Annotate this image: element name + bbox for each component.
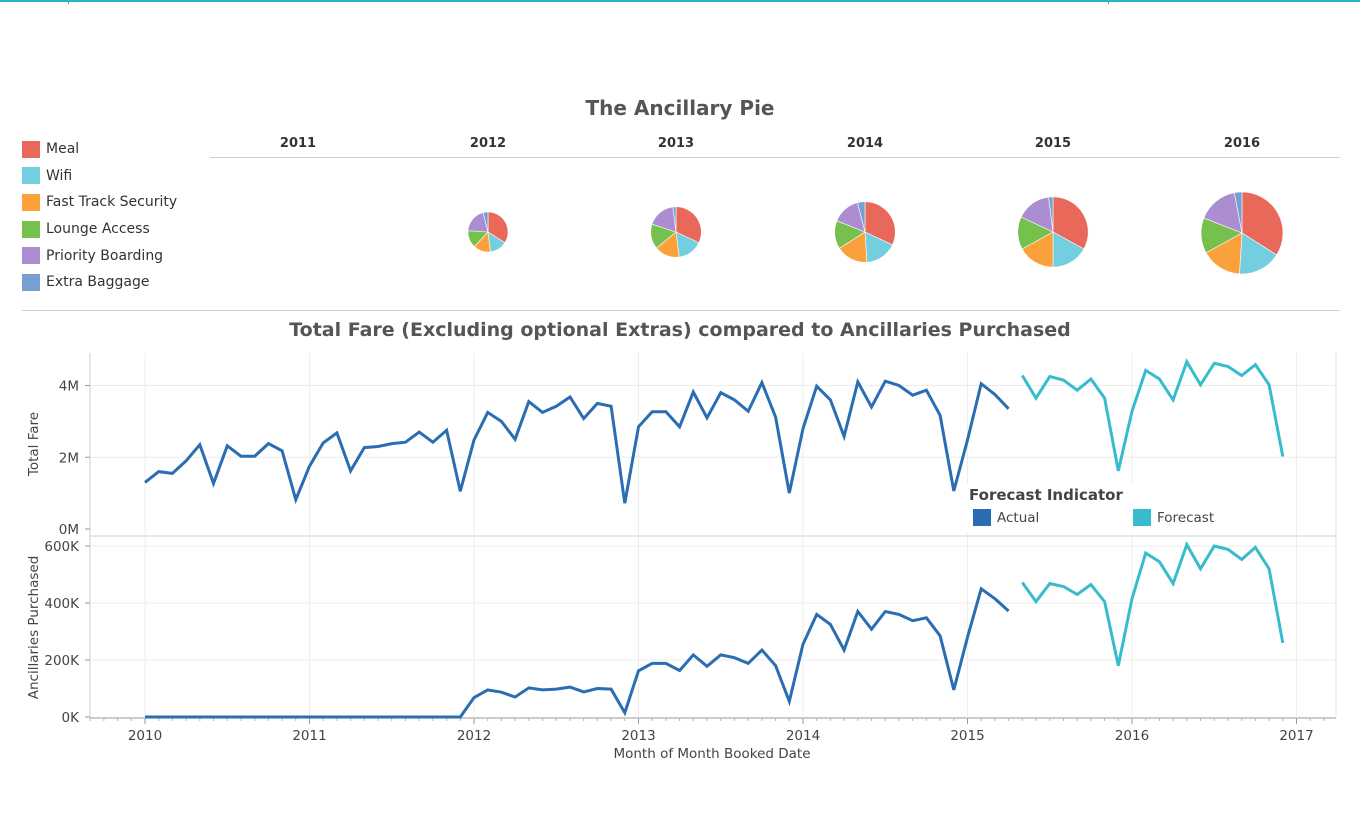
pie-slice-meal[interactable] (864, 201, 896, 246)
legend-label: Extra Baggage (46, 274, 150, 291)
legend-swatch (1133, 509, 1151, 526)
forecast-legend-item-forecast[interactable]: Forecast (1133, 509, 1214, 526)
x-tick-label: 2013 (621, 728, 655, 744)
series-line-forecast-ancillaries[interactable] (1021, 540, 1285, 667)
legend-swatch (22, 247, 40, 265)
line-section-title: Total Fare (Excluding optional Extras) c… (289, 319, 1071, 341)
pie-year-header: 2011 (279, 136, 317, 151)
top-tick-mark (68, 0, 69, 4)
legend-swatch (22, 167, 40, 185)
x-axis-title: Month of Month Booked Date (613, 746, 810, 762)
legend-item-meal[interactable]: Meal (22, 136, 177, 163)
pie-section-title: The Ancillary Pie (585, 96, 775, 120)
legend-item-priority-boarding[interactable]: Priority Boarding (22, 242, 177, 269)
series-line-forecast-total-fare[interactable] (1021, 358, 1285, 472)
pie-slice-extra-baggage[interactable] (857, 201, 866, 233)
legend-label: Forecast (1157, 509, 1215, 526)
x-tick-label: 2011 (292, 728, 326, 744)
forecast-legend-item-actual[interactable]: Actual (973, 509, 1039, 526)
x-tick-label: 2015 (950, 728, 984, 744)
section-divider (22, 310, 1340, 311)
y-tick-label: 0K (62, 710, 81, 726)
x-tick-label: 2014 (786, 728, 820, 744)
pie-slice-extra-baggage[interactable] (672, 206, 677, 233)
pie-slice-extra-baggage[interactable] (1048, 196, 1054, 233)
legend-label: Fast Track Security (46, 194, 178, 211)
legend-label: Wifi (46, 167, 73, 184)
pie-year-header: 2013 (657, 136, 695, 151)
forecast-legend-title: Forecast Indicator (969, 486, 1123, 504)
y-tick-label: 2M (59, 450, 79, 466)
pie-slice-extra-baggage[interactable] (482, 211, 489, 233)
legend-item-extra-baggage[interactable]: Extra Baggage (22, 269, 177, 296)
pie-year-header: 2012 (469, 136, 507, 151)
x-tick-label: 2010 (128, 728, 162, 744)
pie-year-header: 2015 (1034, 136, 1072, 151)
y-axis-title: Total Fare (26, 412, 42, 477)
pie-slice-meal[interactable] (675, 206, 702, 244)
series-line-actual-ancillaries[interactable] (145, 586, 1010, 719)
pie-header-divider (210, 157, 1340, 158)
y-tick-label: 200K (44, 653, 80, 669)
y-axis-title: Ancillaries Purchased (26, 556, 42, 700)
pie-charts (467, 191, 1284, 275)
top-accent-line (0, 0, 1360, 2)
top-tick-mark (1108, 0, 1109, 4)
x-tick-label: 2016 (1115, 728, 1149, 744)
legend-swatch (22, 193, 40, 211)
legend-swatch (22, 220, 40, 238)
legend-item-fast-track-security[interactable]: Fast Track Security (22, 189, 177, 216)
legend-label: Actual (997, 509, 1040, 526)
forecast-legend: Forecast Indicator Actual Forecast (964, 484, 1254, 532)
category-legend: Meal Wifi Fast Track Security Lounge Acc… (22, 136, 177, 296)
y-tick-label: 0M (59, 522, 79, 538)
pie-slice-meal[interactable] (1052, 196, 1089, 250)
line-charts: 2010 2011 2012 2013 2014 2015 2016 2017 Month of… (26, 353, 1337, 762)
legend-swatch (22, 140, 40, 158)
legend-label: Lounge Access (46, 221, 150, 238)
legend-swatch (973, 509, 991, 526)
pie-year-header: 2016 (1223, 136, 1261, 151)
y-tick-label: 4M (59, 379, 79, 395)
legend-swatch (22, 273, 40, 291)
pie-slice-extra-baggage[interactable] (1233, 191, 1243, 234)
pie-year-header: 2014 (846, 136, 884, 151)
legend-label: Priority Boarding (46, 247, 164, 264)
legend-item-lounge-access[interactable]: Lounge Access (22, 216, 177, 243)
x-tick-label: 2017 (1279, 728, 1313, 744)
x-tick-label: 2012 (457, 728, 491, 744)
y-tick-label: 400K (44, 596, 80, 612)
pie-slice-wifi[interactable] (1239, 232, 1278, 275)
legend-item-wifi[interactable]: Wifi (22, 163, 177, 190)
series-line-actual-total-fare[interactable] (144, 377, 1010, 505)
legend-label: Meal (46, 141, 80, 158)
y-tick-label: 600K (44, 539, 80, 555)
